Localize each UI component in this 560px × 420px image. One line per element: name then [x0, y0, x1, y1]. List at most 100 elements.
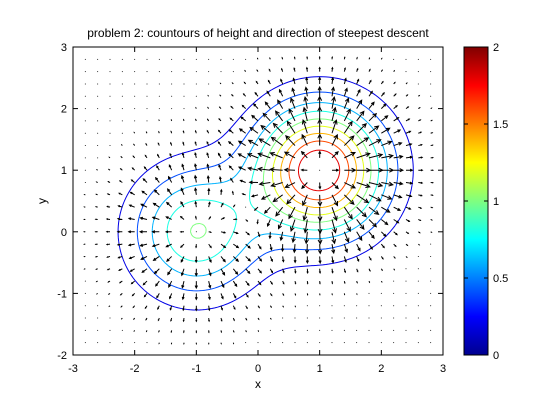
quiver-arrow — [305, 256, 309, 264]
quiver-arrow — [152, 256, 160, 261]
quiver-arrow — [331, 219, 337, 234]
quiver-arrow — [343, 280, 346, 285]
quiver-dot — [430, 305, 432, 307]
quiver-dot — [430, 243, 432, 245]
quiver-arrow — [306, 55, 308, 60]
quiver-arrow — [331, 76, 335, 85]
quiver-dot — [380, 329, 382, 331]
quiver-arrow — [368, 280, 371, 284]
quiver-dot — [417, 280, 419, 282]
quiver-arrow — [170, 330, 173, 334]
quiver-dot — [430, 71, 432, 73]
quiver-arrow — [269, 244, 273, 251]
quiver-dot — [393, 305, 395, 307]
quiver-arrow — [257, 166, 271, 172]
quiver-arrow — [405, 181, 414, 185]
quiver-arrow — [356, 194, 370, 204]
quiver-dot — [84, 280, 86, 282]
quiver-arrow — [393, 219, 400, 224]
quiver-arrow — [140, 255, 148, 260]
quiver-arrow — [117, 205, 123, 208]
quiver-arrow — [331, 66, 334, 72]
quiver-dot — [208, 58, 210, 60]
quiver-arrow — [127, 243, 135, 247]
quiver-arrow — [144, 305, 148, 310]
quiver-dot — [430, 58, 432, 60]
quiver-arrow — [128, 255, 135, 260]
quiver-arrow — [381, 167, 395, 173]
quiver-arrow — [301, 133, 308, 146]
quiver-arrow — [405, 256, 408, 259]
quiver-arrow — [179, 230, 185, 233]
quiver-arrow — [430, 169, 435, 172]
quiver-dot — [97, 120, 99, 122]
quiver-arrow — [283, 151, 296, 159]
quiver-dot — [405, 280, 407, 282]
quiver-arrow — [153, 268, 160, 275]
quiver-arrow — [393, 206, 402, 211]
quiver-arrow — [381, 181, 394, 187]
quiver-dot — [405, 305, 407, 307]
quiver-arrow — [230, 105, 234, 109]
contour-line-0_8 — [166, 110, 380, 262]
quiver-arrow — [165, 243, 172, 248]
quiver-arrow — [207, 305, 211, 312]
quiver-arrow — [181, 163, 185, 171]
quiver-arrow — [331, 133, 338, 146]
quiver-arrow — [233, 243, 240, 249]
quiver-arrow — [331, 95, 336, 109]
quiver-dot — [393, 58, 395, 60]
quiver-dot — [331, 305, 333, 307]
quiver-dot — [356, 317, 358, 319]
quiver-arrow — [206, 175, 210, 183]
y-tick-label: 1 — [61, 165, 67, 177]
quiver-arrow — [405, 194, 413, 198]
quiver-arrow — [304, 231, 309, 245]
quiver-arrow — [208, 268, 212, 277]
quiver-dot — [294, 317, 296, 319]
quiver-arrow — [393, 243, 397, 248]
quiver-arrow — [356, 243, 361, 252]
quiver-arrow — [260, 124, 271, 134]
quiver-arrow — [107, 180, 111, 183]
quiver-arrow — [356, 206, 368, 218]
colorbar-tick-label: 1 — [493, 196, 499, 208]
quiver-dot — [183, 83, 185, 85]
quiver-arrow — [393, 69, 396, 72]
quiver-arrow — [318, 182, 322, 190]
quiver-dot — [97, 145, 99, 147]
quiver-dot — [319, 329, 321, 331]
quiver-arrow — [219, 94, 222, 97]
quiver-arrow — [247, 139, 259, 146]
quiver-arrow — [356, 122, 367, 134]
quiver-arrow — [231, 93, 234, 97]
quiver-dot — [134, 108, 136, 110]
x-tick-label: 0 — [255, 363, 261, 375]
quiver-arrow — [133, 317, 136, 321]
quiver-arrow — [183, 330, 185, 334]
quiver-arrow — [108, 156, 111, 159]
quiver-dot — [417, 268, 419, 270]
quiver-arrow — [120, 317, 123, 320]
quiver-arrow — [232, 305, 236, 311]
quiver-arrow — [143, 293, 148, 298]
quiver-arrow — [120, 143, 123, 146]
y-tick-label: 3 — [61, 42, 67, 54]
quiver-dot — [158, 58, 160, 60]
quiver-arrow — [168, 164, 173, 171]
quiver-arrow — [157, 317, 160, 322]
quiver-dot — [195, 71, 197, 73]
quiver-dot — [269, 342, 271, 344]
quiver-arrow — [277, 99, 284, 109]
quiver-arrow — [232, 280, 238, 288]
quiver-dot — [368, 317, 370, 319]
quiver-arrow — [195, 118, 197, 122]
quiver-dot — [121, 108, 123, 110]
quiver-arrow — [144, 154, 148, 159]
quiver-dot — [171, 95, 173, 97]
quiver-dot — [146, 71, 148, 73]
quiver-dot — [195, 58, 197, 60]
quiver-arrow — [317, 219, 323, 235]
quiver-arrow — [343, 120, 353, 134]
quiver-arrow — [368, 268, 371, 272]
